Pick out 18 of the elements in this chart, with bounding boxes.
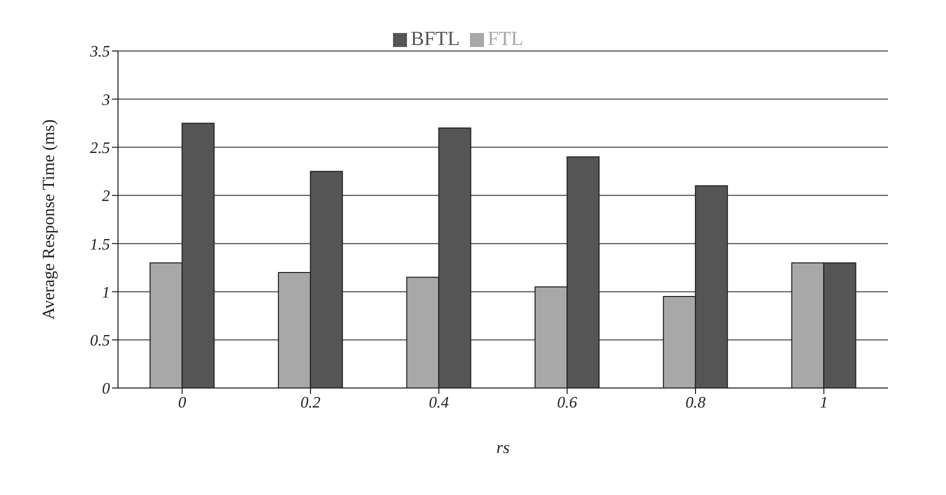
x-tick-label: 0.6 <box>557 394 578 412</box>
y-tick-label: 2.5 <box>90 140 110 157</box>
y-tick-label: 0 <box>102 380 110 398</box>
legend-label: FTL <box>488 28 524 50</box>
x-axis-title: rs <box>496 438 510 457</box>
y-tick-label: 2 <box>102 188 110 206</box>
legend-label: BFTL <box>410 28 460 50</box>
y-tick-label: 3.5 <box>89 44 110 61</box>
y-axis-title: Average Response Time (ms) <box>39 119 58 320</box>
y-tick-label: 3 <box>101 92 110 109</box>
y-tick-label: 1 <box>102 284 110 302</box>
x-tick-label: 0.8 <box>686 394 706 412</box>
y-tick-label: 0.5 <box>90 332 110 350</box>
x-tick-label: 0.4 <box>428 394 449 412</box>
y-tick-label: 1.5 <box>90 236 110 254</box>
x-tick-label: 0 <box>178 394 186 412</box>
x-tick-label: 0.2 <box>300 394 320 412</box>
x-tick-label: 1 <box>820 394 828 412</box>
